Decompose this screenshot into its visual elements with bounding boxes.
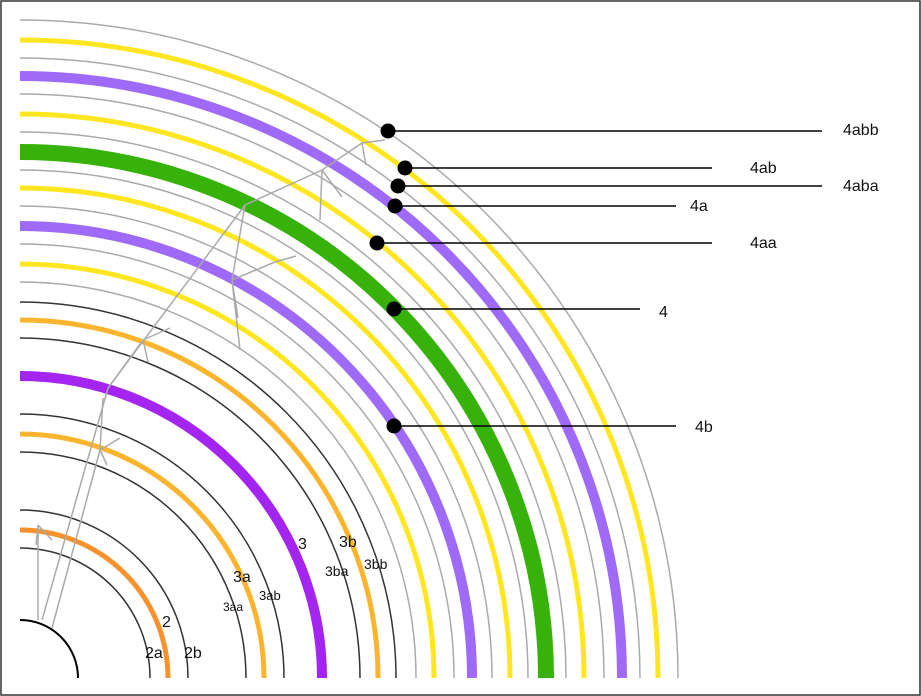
callout-4abb: 4abb [380, 122, 879, 139]
label-2: 2 [162, 614, 171, 631]
arc-g6 [19, 93, 605, 679]
label-3ab: 3ab [259, 588, 281, 603]
arc-2-ring [19, 509, 189, 679]
label-3a: 3a [233, 569, 251, 586]
callout-4aba-dot [390, 178, 406, 194]
connector-root-trunk [35, 524, 53, 620]
callout-4aa: 4aa [369, 235, 777, 252]
callout-4ab-dot [397, 160, 413, 176]
arc-g7 [19, 57, 641, 679]
callout-layer: 4abb 4ab 4aba 4a 4aa [369, 122, 879, 436]
arc-3 [19, 371, 327, 679]
arc-2a [19, 527, 171, 679]
label-3aa: 3aa [223, 600, 243, 614]
arc-y3 [19, 111, 587, 679]
callout-4-dot [386, 301, 402, 317]
arc-g3 [19, 205, 493, 679]
arc-g1 [19, 281, 417, 679]
arc-3ba-ring [19, 337, 361, 679]
callout-4abb-label: 4abb [843, 122, 879, 139]
arc-2aa-ring [19, 547, 151, 679]
arc-3a [19, 431, 267, 679]
label-3b: 3b [339, 534, 357, 551]
callout-4b: 4b [386, 418, 713, 436]
callout-4-label: 4 [659, 304, 668, 321]
callout-4aba-label: 4aba [843, 178, 879, 195]
callout-4a-dot [387, 198, 403, 214]
arc-g4 [19, 169, 529, 679]
arc-3bb-ring [19, 301, 397, 679]
label-3: 3 [298, 536, 307, 553]
arc-layer [19, 19, 679, 679]
label-3ba: 3ba [325, 563, 349, 579]
connector-branch-left [51, 397, 121, 629]
callout-4a-label: 4a [690, 198, 708, 215]
label-2b: 2b [184, 645, 202, 662]
arc-4b [19, 221, 477, 679]
arc-3b [19, 317, 381, 679]
callout-4: 4 [386, 301, 668, 321]
arc-y2 [19, 185, 513, 679]
callout-4abb-dot [380, 123, 396, 139]
arc-3aa-ring [19, 451, 247, 679]
label-2a: 2a [145, 645, 163, 662]
arc-y1 [19, 261, 437, 679]
callout-4b-label: 4b [695, 419, 713, 436]
arc-inner [19, 619, 79, 679]
callout-4b-dot [386, 418, 402, 434]
arc-g5 [19, 131, 567, 679]
label-layer: 2 2a 2b 3a 3aa 3ab 3 3b 3ba 3bb [145, 534, 388, 662]
callout-4aa-dot [369, 235, 385, 251]
connector-layer [35, 139, 386, 629]
callout-4aa-label: 4aa [750, 235, 777, 252]
callout-4ab: 4ab [397, 160, 777, 177]
arc-4a [19, 71, 627, 679]
label-3bb: 3bb [364, 556, 388, 572]
arc-g8 [19, 19, 679, 679]
connector-branch-upper [107, 169, 323, 389]
callout-4a: 4a [387, 198, 708, 215]
callout-4aba: 4aba [390, 178, 879, 195]
arc-g2 [19, 243, 455, 679]
arc-y4 [19, 37, 661, 679]
callout-4ab-label: 4ab [750, 160, 777, 177]
connector-branch-top [319, 139, 386, 221]
arc-3ab-ring [19, 413, 285, 679]
